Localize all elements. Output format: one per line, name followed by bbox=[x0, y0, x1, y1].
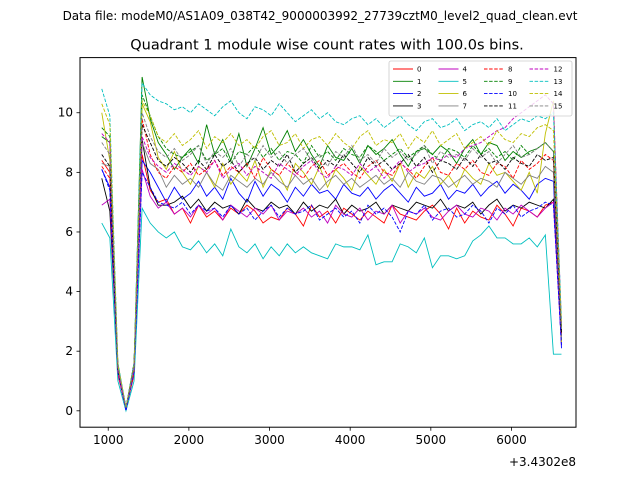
legend-label-9: 9 bbox=[508, 78, 512, 86]
legend-label-8: 8 bbox=[508, 66, 512, 74]
legend-label-15: 15 bbox=[554, 102, 563, 110]
x-tick-label: 2000 bbox=[174, 433, 205, 447]
x-tick-label: 6000 bbox=[496, 433, 527, 447]
x-tick-label: 5000 bbox=[416, 433, 447, 447]
series-line-11 bbox=[101, 124, 562, 408]
y-axis: 0 2 4 6 8 10 bbox=[58, 106, 80, 418]
y-tick-label: 8 bbox=[65, 165, 73, 179]
legend-label-14: 14 bbox=[554, 90, 563, 98]
legend-box bbox=[388, 60, 573, 117]
legend-label-2: 2 bbox=[417, 90, 421, 98]
legend-label-3: 3 bbox=[417, 102, 421, 110]
y-tick-label: 0 bbox=[65, 404, 73, 418]
legend-label-5: 5 bbox=[463, 78, 467, 86]
legend-label-10: 10 bbox=[508, 90, 517, 98]
series-line-12 bbox=[101, 94, 562, 408]
plot-lines bbox=[101, 76, 562, 413]
series-line-5 bbox=[101, 206, 562, 413]
legend-label-4: 4 bbox=[463, 66, 468, 74]
x-axis: 1000 2000 3000 4000 5000 6000 bbox=[93, 427, 527, 447]
series-line-2 bbox=[101, 159, 562, 408]
series-line-4 bbox=[101, 169, 562, 408]
x-tick-label: 1000 bbox=[93, 433, 124, 447]
x-offset-label: +3.4302e8 bbox=[509, 455, 576, 469]
y-tick-label: 2 bbox=[65, 344, 73, 358]
plot-frame bbox=[79, 57, 577, 428]
y-tick-label: 10 bbox=[58, 106, 73, 120]
series-line-10 bbox=[101, 169, 562, 411]
series-line-13 bbox=[101, 81, 562, 408]
legend-label-12: 12 bbox=[554, 66, 563, 74]
legend-label-13: 13 bbox=[554, 78, 563, 86]
chart-title: Quadrant 1 module wise count rates with … bbox=[130, 38, 524, 54]
x-tick-label: 4000 bbox=[335, 433, 366, 447]
series-line-14 bbox=[101, 99, 562, 408]
x-tick-label: 3000 bbox=[254, 433, 285, 447]
legend-label-1: 1 bbox=[417, 78, 421, 86]
y-tick-label: 6 bbox=[65, 225, 73, 239]
series-line-9 bbox=[101, 94, 562, 408]
legend-label-6: 6 bbox=[463, 90, 468, 98]
series-line-15 bbox=[101, 112, 562, 408]
suptitle: Data file: modeM0/AS1A09_038T42_90000039… bbox=[63, 9, 578, 23]
series-line-1 bbox=[101, 76, 562, 408]
legend-label-7: 7 bbox=[463, 102, 467, 110]
y-tick-label: 4 bbox=[65, 285, 73, 299]
series-line-7 bbox=[101, 142, 562, 408]
legend-label-11: 11 bbox=[508, 102, 517, 110]
legend-label-0: 0 bbox=[417, 66, 421, 74]
